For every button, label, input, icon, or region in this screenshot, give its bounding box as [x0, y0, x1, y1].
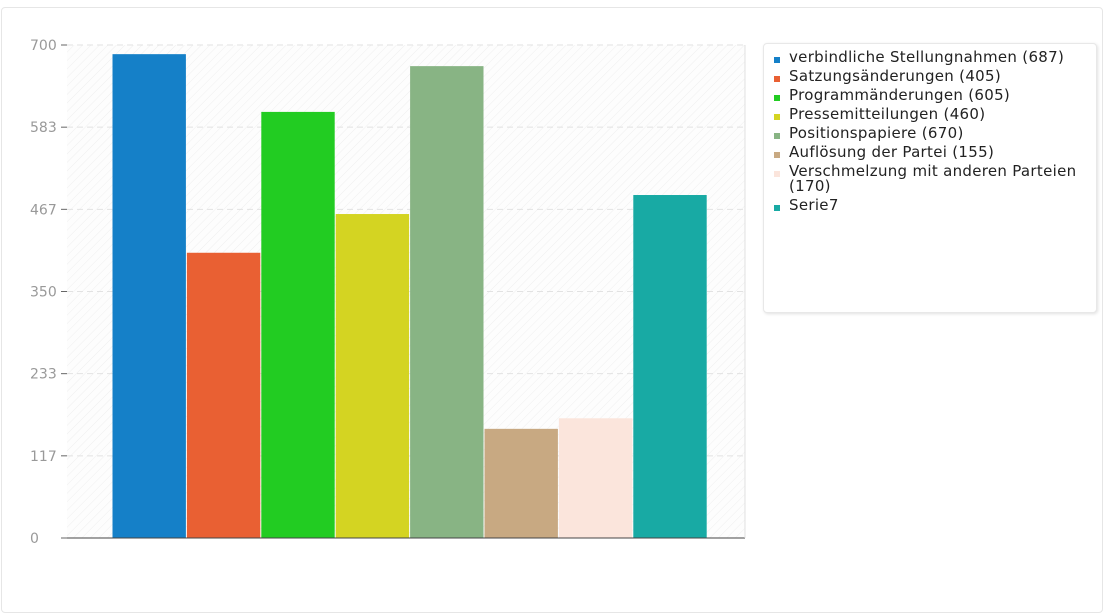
legend-swatch	[774, 205, 780, 211]
legend: verbindliche Stellungnahmen (687) Satzung…	[763, 43, 1097, 313]
bar[interactable]	[186, 252, 261, 538]
bar[interactable]	[484, 428, 558, 538]
legend-label: Positionspapiere (670)	[789, 124, 964, 142]
y-tick-label: 0	[30, 531, 39, 547]
y-tick-label: 233	[30, 367, 57, 383]
legend-label: Satzungsänderungen (405)	[789, 67, 1002, 85]
y-tick-label: 117	[30, 449, 57, 465]
bars	[112, 54, 707, 539]
bar[interactable]	[112, 54, 186, 539]
legend-swatch	[774, 114, 780, 120]
y-tick-label: 583	[30, 120, 57, 136]
bar[interactable]	[558, 418, 633, 538]
legend-swatch	[774, 95, 780, 101]
legend-swatch	[774, 133, 780, 139]
bar[interactable]	[261, 111, 335, 539]
legend-item[interactable]: Satzungsänderungen (405)	[774, 69, 1090, 84]
legend-swatch	[774, 171, 780, 177]
legend-swatch	[774, 76, 780, 82]
legend-label: verbindliche Stellungnahmen (687)	[789, 48, 1065, 66]
legend-label: Pressemitteilungen (460)	[789, 105, 986, 123]
legend-item[interactable]: Pressemitteilungen (460)	[774, 107, 1090, 122]
legend-label: Verschmelzung mit anderen Parteien (170)	[789, 162, 1077, 195]
y-tick-label: 467	[30, 202, 57, 218]
legend-item[interactable]: Auflösung der Partei (155)	[774, 145, 1090, 160]
legend-item[interactable]: verbindliche Stellungnahmen (687)	[774, 50, 1090, 65]
legend-item[interactable]: Positionspapiere (670)	[774, 126, 1090, 141]
bar[interactable]	[410, 66, 484, 538]
bar[interactable]	[633, 195, 707, 538]
legend-item[interactable]: Verschmelzung mit anderen Parteien (170)	[774, 164, 1090, 194]
legend-label: Serie7	[789, 196, 839, 214]
legend-swatch	[774, 152, 780, 158]
bar[interactable]	[335, 214, 410, 538]
y-tick-label: 700	[30, 38, 57, 54]
y-axis-ticks: 0 117 233 350 467 583 700	[30, 38, 67, 547]
legend-swatch	[774, 57, 780, 63]
legend-item[interactable]: Programmänderungen (605)	[774, 88, 1090, 103]
legend-label: Auflösung der Partei (155)	[789, 143, 995, 161]
legend-label: Programmänderungen (605)	[789, 86, 1011, 104]
y-tick-label: 350	[30, 285, 57, 301]
legend-item[interactable]: Serie7	[774, 198, 1090, 213]
